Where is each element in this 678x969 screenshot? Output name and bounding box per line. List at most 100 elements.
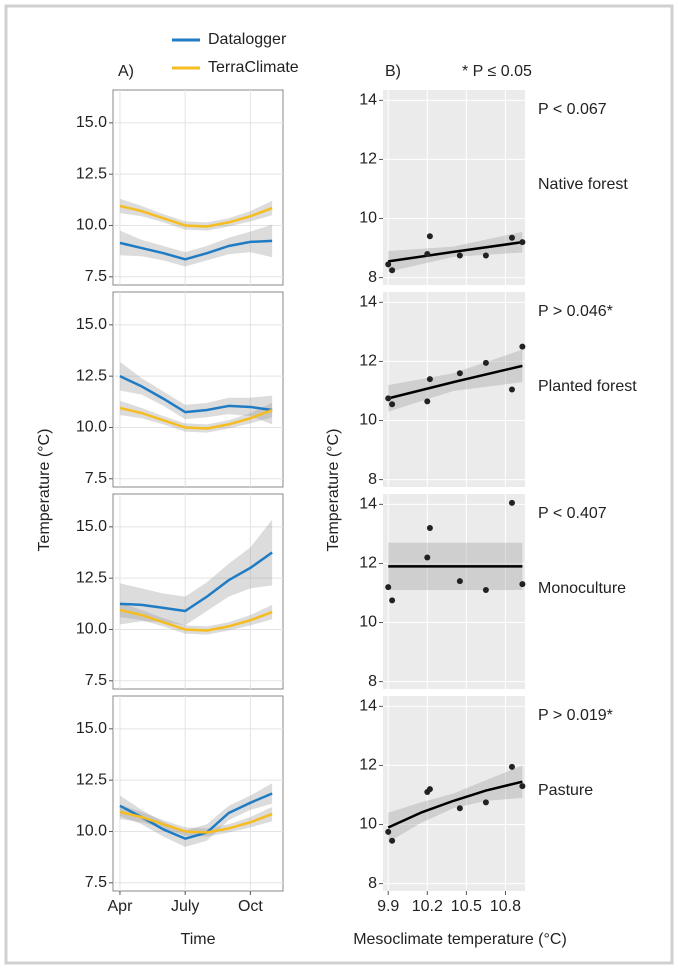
point — [482, 799, 489, 806]
point — [456, 578, 463, 585]
point — [385, 395, 392, 402]
y-tick-label: 14 — [359, 294, 377, 311]
confidence-band — [485, 765, 523, 801]
point — [426, 786, 433, 793]
y-tick-label: 8 — [368, 269, 377, 286]
point — [389, 401, 396, 408]
point — [482, 252, 489, 259]
y-tick-label: 8 — [368, 471, 377, 488]
point — [424, 554, 431, 561]
y-tick-label: 7.5 — [85, 268, 107, 285]
point — [389, 267, 396, 274]
x-tick-label: 10.5 — [451, 898, 482, 915]
series-line — [119, 239, 273, 261]
point — [456, 805, 463, 812]
fit-line — [387, 364, 523, 400]
x-tick-label: Apr — [108, 898, 134, 915]
series-line — [119, 406, 273, 430]
y-axis-title: Temperature (°C) — [325, 429, 342, 552]
y-tick-label: 12 — [359, 555, 377, 572]
point — [426, 376, 433, 383]
y-tick-label: 7.5 — [85, 470, 107, 487]
panel-background — [383, 696, 525, 891]
point — [426, 233, 433, 240]
legend-label: Datalogger — [208, 31, 287, 48]
confidence-band — [228, 547, 251, 597]
panel-label: A) — [118, 63, 134, 80]
y-tick-label: 12 — [359, 151, 377, 168]
point — [508, 763, 515, 770]
confidence-band — [388, 246, 454, 272]
x-tick-label: July — [171, 898, 199, 915]
confidence-band — [119, 361, 142, 395]
confidence-band — [388, 373, 454, 412]
x-tick-label: 10.8 — [490, 898, 521, 915]
confidence-band — [250, 519, 273, 589]
point — [385, 584, 392, 591]
y-tick-label: 15.0 — [76, 518, 107, 535]
panel-name: Monoculture — [538, 580, 626, 597]
y-tick-label: 12.5 — [76, 165, 107, 182]
point — [519, 581, 526, 588]
y-tick-label: 12 — [359, 353, 377, 370]
y-tick-label: 10 — [359, 816, 377, 833]
y-tick-label: 10.0 — [76, 217, 107, 234]
note: * P ≤ 0.05 — [462, 63, 532, 80]
y-tick-label: 15.0 — [76, 720, 107, 737]
x-tick-label: Oct — [238, 898, 263, 915]
point — [508, 234, 515, 241]
x-tick-label: 9.9 — [377, 898, 399, 915]
point — [482, 359, 489, 366]
legend-label: TerraClimate — [208, 59, 299, 76]
series-line — [119, 608, 273, 632]
y-tick-label: 7.5 — [85, 874, 107, 891]
annotation: P > 0.019* — [538, 707, 613, 724]
point — [389, 837, 396, 844]
y-tick-label: 14 — [359, 92, 377, 109]
panel-background — [383, 494, 525, 689]
series-line — [119, 375, 273, 414]
y-tick-label: 10 — [359, 412, 377, 429]
y-tick-label: 15.0 — [76, 114, 107, 131]
confidence-band — [388, 802, 421, 843]
y-tick-label: 10.0 — [76, 419, 107, 436]
series-line — [119, 204, 273, 228]
point — [385, 828, 392, 835]
y-tick-label: 8 — [368, 875, 377, 892]
panel-name: Planted forest — [538, 378, 637, 395]
confidence-band — [250, 783, 273, 810]
panel-name: Pasture — [538, 782, 593, 799]
point — [519, 783, 526, 790]
y-tick-label: 14 — [359, 496, 377, 513]
confidence-band — [119, 230, 142, 257]
point — [424, 250, 431, 257]
panel-background — [383, 292, 525, 487]
series-line — [119, 810, 273, 834]
annotation: P > 0.046* — [538, 303, 613, 320]
point — [519, 343, 526, 350]
y-tick-label: 8 — [368, 673, 377, 690]
y-axis-title: Temperature (°C) — [36, 429, 53, 552]
y-tick-label: 10.0 — [76, 621, 107, 638]
panel-name: Native forest — [538, 176, 628, 193]
point — [385, 261, 392, 268]
point — [426, 524, 433, 531]
point — [456, 370, 463, 377]
panel-label: B) — [385, 63, 401, 80]
x-axis-title: Time — [181, 931, 216, 948]
confidence-band — [420, 793, 454, 824]
point — [508, 499, 515, 506]
y-tick-label: 12.5 — [76, 569, 107, 586]
fit-line — [387, 780, 523, 829]
y-tick-label: 10 — [359, 210, 377, 227]
annotation: P < 0.407 — [538, 505, 607, 522]
point — [482, 587, 489, 594]
y-tick-label: 10 — [359, 614, 377, 631]
point — [456, 252, 463, 259]
confidence-band — [453, 780, 486, 809]
series-line — [119, 551, 273, 613]
point — [389, 597, 396, 604]
y-tick-label: 12.5 — [76, 367, 107, 384]
x-axis-title: Mesoclimate temperature (°C) — [353, 931, 567, 948]
